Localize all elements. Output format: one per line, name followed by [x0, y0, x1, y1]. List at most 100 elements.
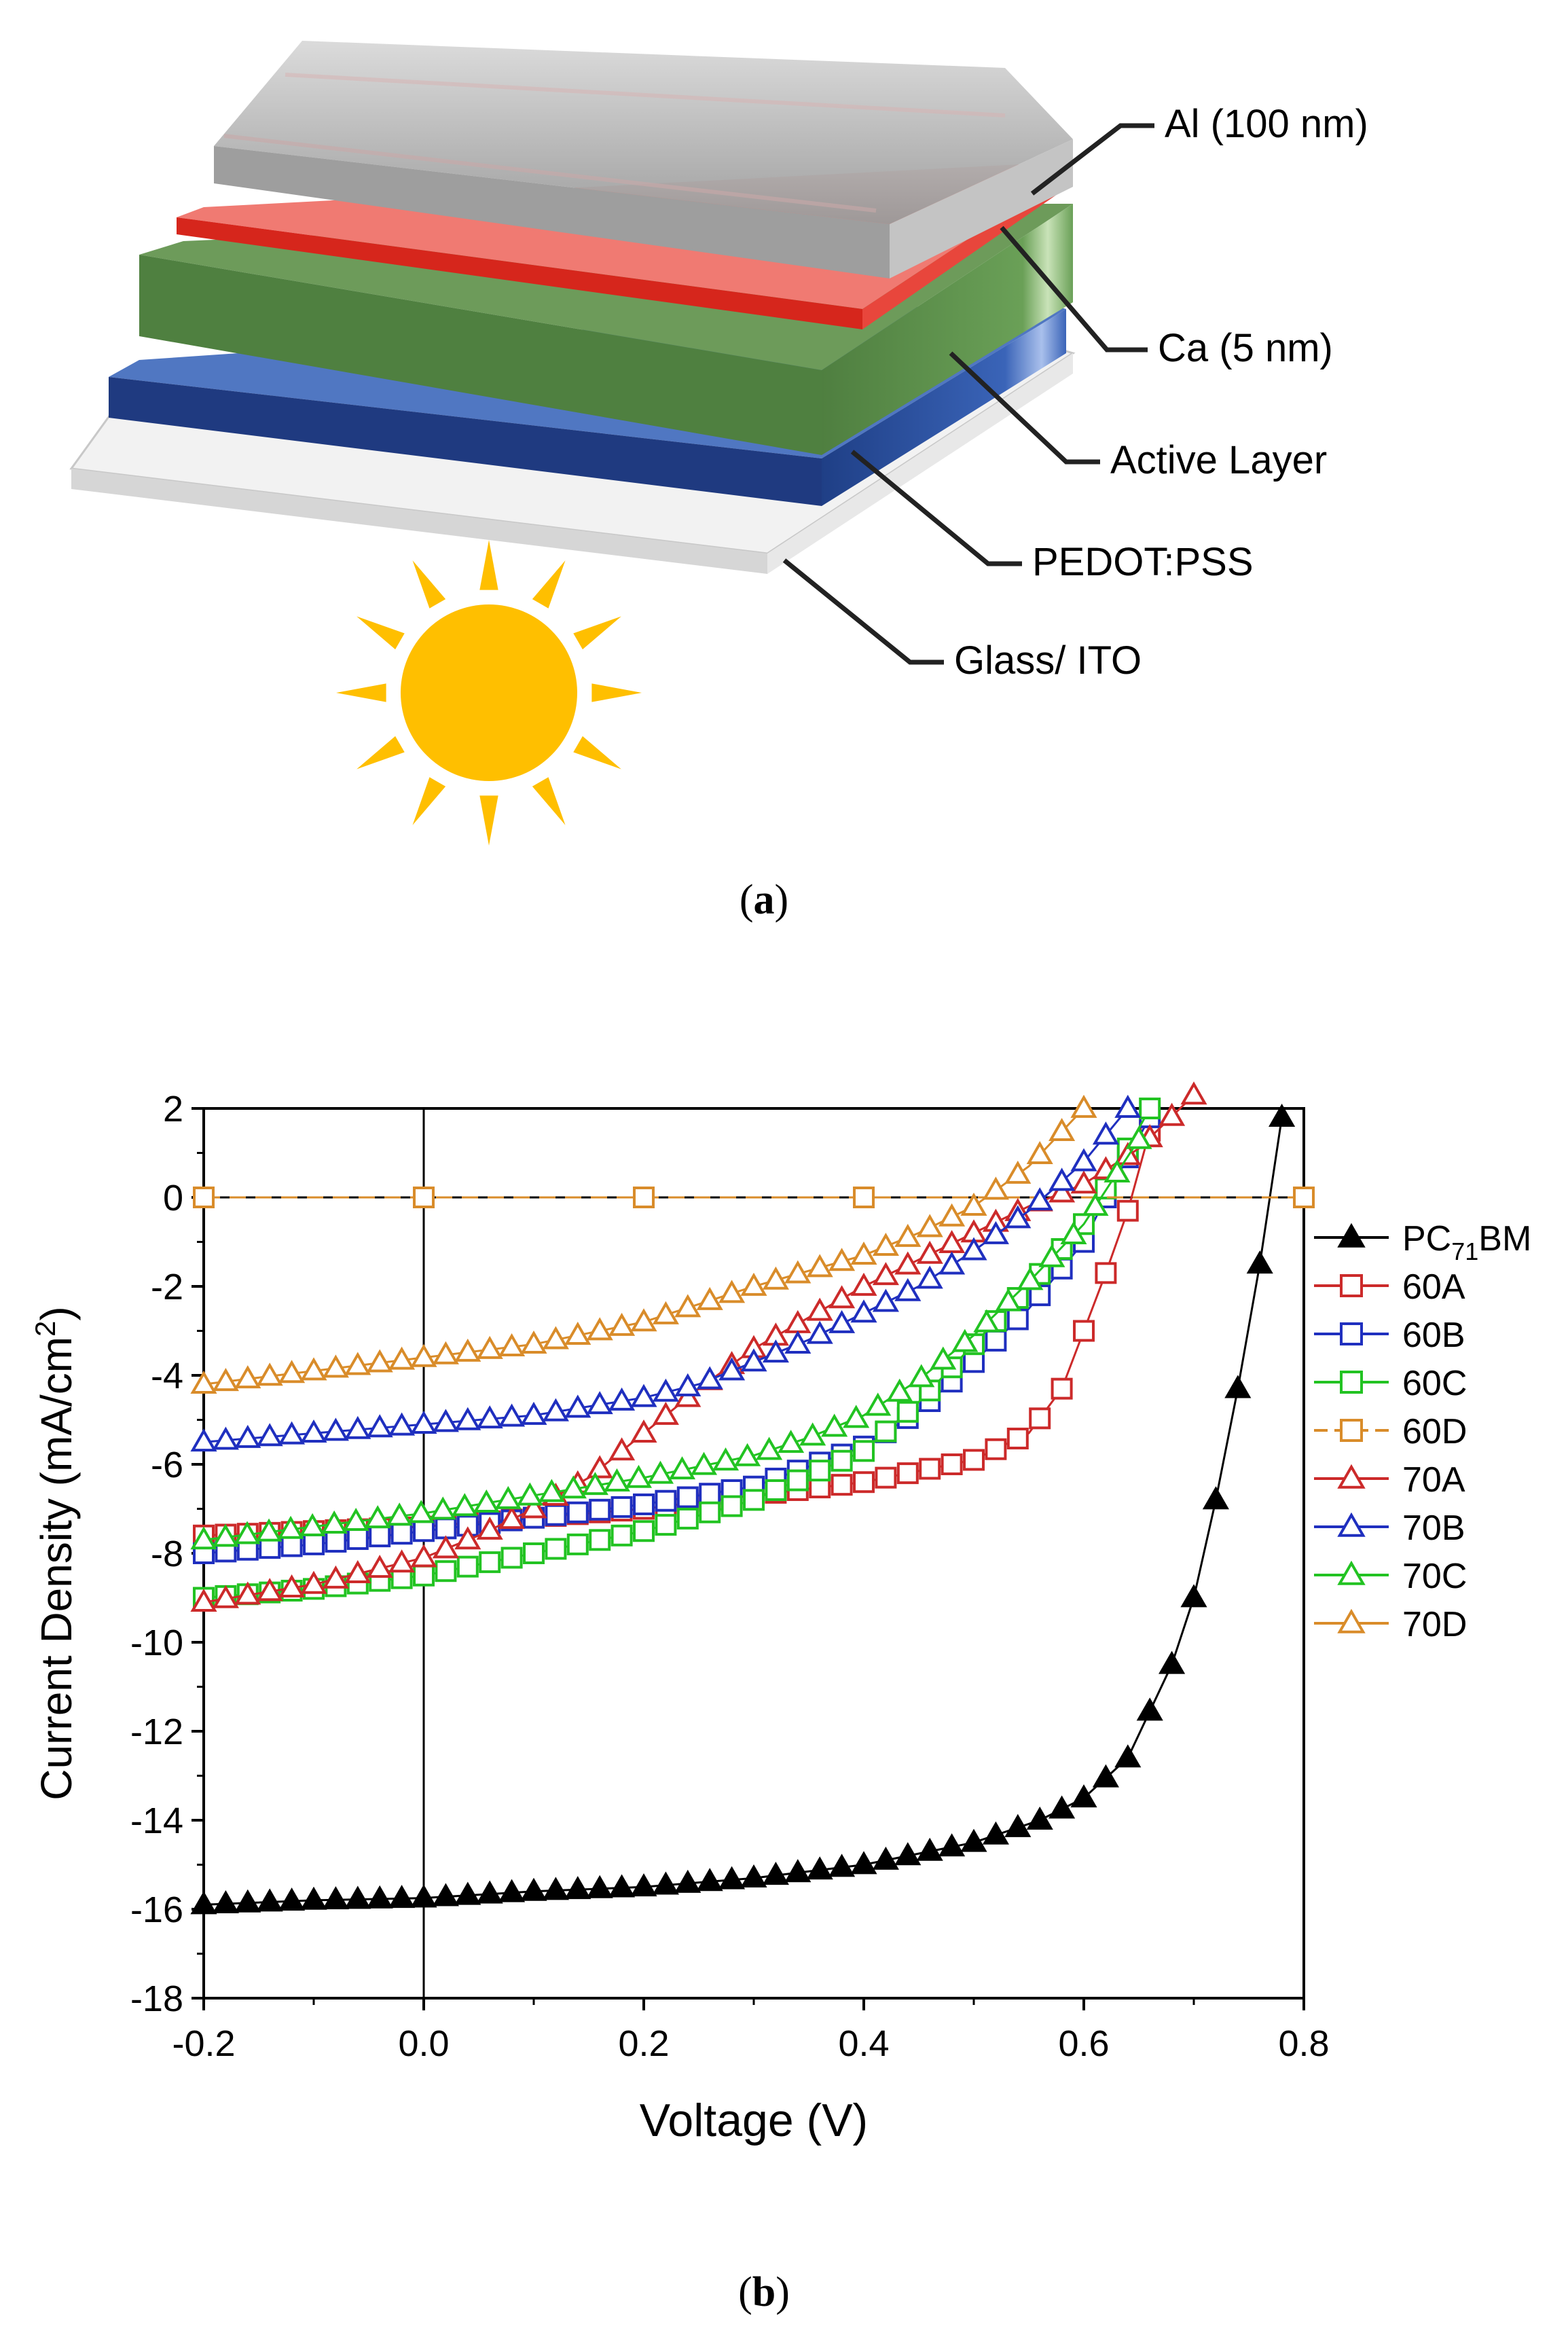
data-point: [516, 1482, 543, 1506]
data-point: [674, 1294, 701, 1318]
data-point: [1180, 1081, 1207, 1105]
data-point: [1224, 1375, 1252, 1398]
legend-label: 70C: [1402, 1557, 1467, 1596]
data-point: [930, 1346, 957, 1370]
legend-label: 70B: [1402, 1508, 1465, 1548]
sun-ray: [532, 560, 566, 609]
data-point: [696, 1286, 723, 1310]
data-point: [1038, 1244, 1065, 1267]
data-point: [872, 1846, 899, 1870]
legend-marker: [1337, 1223, 1366, 1248]
data-point: [894, 1223, 922, 1247]
data-point: [498, 1506, 526, 1530]
legend-marker: [1340, 1371, 1363, 1394]
sun-ray: [479, 540, 498, 590]
data-point: [190, 1428, 217, 1452]
data-point: [786, 1469, 809, 1491]
data-point: [454, 1407, 481, 1430]
data-point: [831, 1474, 853, 1496]
data-point: [1006, 1428, 1029, 1450]
series-70b: [190, 1094, 1142, 1452]
data-point: [853, 1471, 875, 1494]
data-point: [212, 1368, 239, 1392]
layer-label-pedot: PEDOT:PSS: [1032, 540, 1254, 584]
data-point: [476, 1335, 503, 1359]
data-point: [894, 1842, 922, 1866]
leader-line-al: [1030, 123, 1154, 196]
data-point: [850, 1299, 877, 1323]
data-point: [366, 1414, 393, 1438]
legend-marker: [1340, 1419, 1363, 1442]
data-point: [321, 1510, 348, 1534]
sun-ray: [336, 683, 386, 702]
data-point: [586, 1875, 613, 1898]
x-tick-label: 0.0: [398, 2023, 449, 2064]
data-point: [520, 1331, 547, 1354]
legend-marker: [1340, 1322, 1363, 1345]
data-point: [696, 1366, 723, 1390]
y-tick-label: -6: [151, 1445, 183, 1485]
data-point: [916, 1265, 943, 1289]
data-point: [762, 1266, 789, 1290]
y-tick-label: -10: [130, 1623, 183, 1663]
data-point: [743, 1489, 765, 1511]
data-point: [1004, 1205, 1032, 1229]
data-point: [1004, 1813, 1032, 1837]
data-point: [369, 1525, 391, 1548]
data-point: [828, 1853, 856, 1877]
data-point: [366, 1885, 393, 1909]
data-point: [1092, 1764, 1119, 1788]
data-point: [454, 1881, 481, 1905]
x-tick-label: 0.2: [618, 2023, 669, 2064]
caption-b: (b): [738, 2269, 790, 2315]
data-point: [850, 1272, 877, 1296]
data-point: [1049, 1168, 1076, 1191]
data-point: [1116, 1199, 1139, 1222]
data-point: [498, 1403, 526, 1427]
data-point: [476, 1880, 503, 1904]
data-point: [454, 1338, 481, 1362]
data-point: [388, 1885, 416, 1909]
legend-label: 70D: [1402, 1605, 1467, 1644]
legend-marker: [1337, 1560, 1366, 1585]
data-point: [1070, 1094, 1097, 1118]
series-70c: [190, 1125, 1152, 1550]
data-point: [875, 1420, 897, 1443]
data-point: [432, 1535, 459, 1559]
data-point: [608, 1312, 636, 1336]
y-tick-label: -16: [130, 1889, 183, 1930]
y-tick-label: -14: [130, 1801, 183, 1841]
data-point: [916, 1837, 943, 1861]
tick-labels: -0.2 0.0 0.2 0.4 0.6 0.8 2 0 -2 -4 -6 -8 -10 -12 -14 -1…: [130, 1089, 1330, 2064]
data-point: [938, 1203, 966, 1227]
sun-ray: [573, 616, 621, 650]
data-point: [410, 1544, 437, 1568]
data-point: [603, 1468, 630, 1491]
data-point: [300, 1419, 327, 1443]
data-point: [1246, 1250, 1273, 1274]
data-point: [1026, 1806, 1053, 1830]
data-point: [963, 1351, 985, 1373]
device-stack-diagram: Al (100 nm) Ca (5 nm) Active Layer PEDOT…: [69, 41, 1368, 846]
sun-ray: [412, 777, 446, 825]
leader-line-active: [949, 351, 1100, 465]
data-point: [960, 1828, 987, 1852]
data-point: [278, 1360, 306, 1383]
data-point: [586, 1391, 613, 1415]
data-point: [652, 1301, 679, 1324]
legend-marker: [1337, 1608, 1366, 1633]
data-point: [435, 1560, 457, 1583]
data-point: [212, 1426, 239, 1450]
data-point: [696, 1868, 723, 1892]
data-point: [985, 1438, 1007, 1460]
data-point: [784, 1260, 812, 1284]
data-point: [566, 1533, 589, 1555]
leader-line-glass: [782, 558, 944, 665]
data-point: [476, 1516, 503, 1540]
data-point: [674, 1869, 701, 1893]
data-point: [784, 1309, 812, 1333]
data-point: [388, 1412, 416, 1436]
data-point: [410, 1884, 437, 1908]
data-point: [864, 1392, 892, 1416]
data-point: [520, 1877, 547, 1901]
